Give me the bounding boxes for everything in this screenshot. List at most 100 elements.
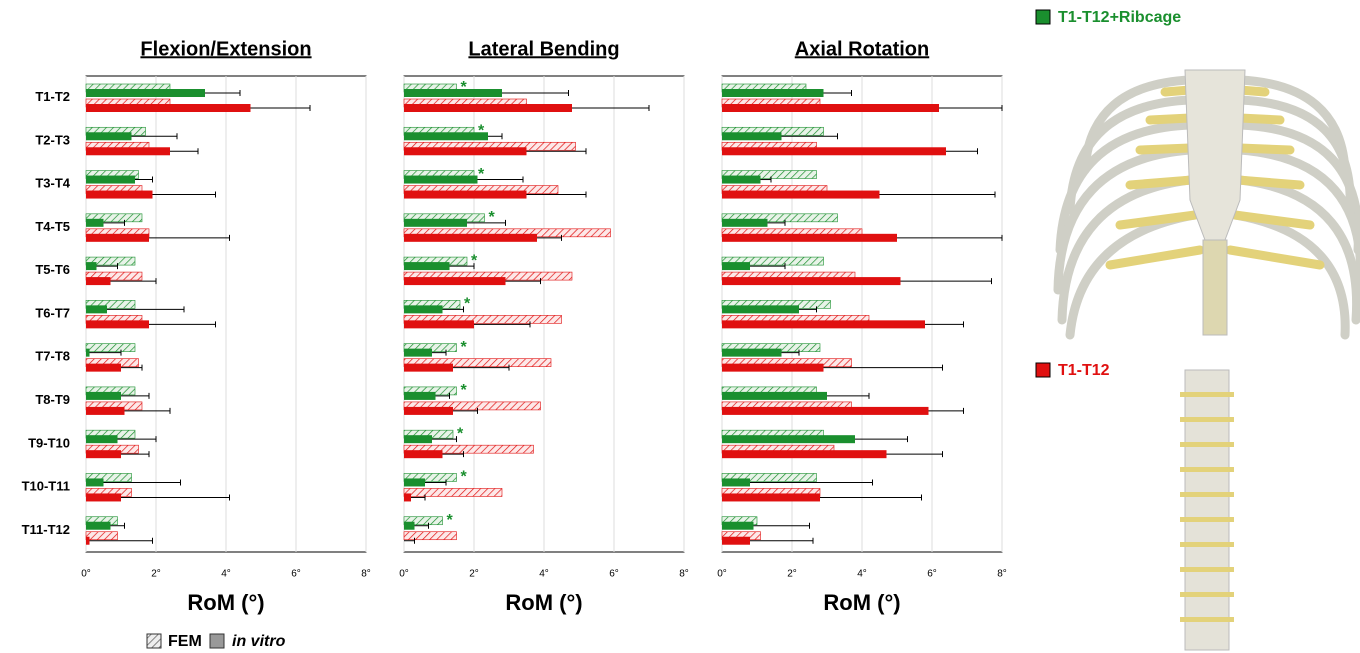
bar — [404, 522, 415, 530]
legend-swatch-fem — [147, 634, 161, 648]
bar — [722, 147, 946, 155]
bar — [86, 407, 125, 415]
x-axis-label: RoM (°) — [505, 590, 582, 615]
bar — [722, 104, 939, 112]
bar — [404, 392, 436, 400]
bar — [722, 305, 799, 313]
bar — [404, 89, 502, 97]
bar — [404, 191, 527, 199]
x-tick-label: 0° — [81, 569, 91, 580]
bar — [722, 537, 750, 545]
bar — [722, 262, 750, 270]
bar — [86, 219, 104, 227]
bar — [86, 344, 135, 352]
y-tick-label: T9-T10 — [28, 435, 70, 450]
bar — [404, 262, 450, 270]
x-tick-label: 4° — [221, 569, 231, 580]
bar — [86, 364, 121, 372]
bar — [722, 277, 901, 285]
x-tick-label: 8° — [997, 569, 1007, 580]
x-axis-label: RoM (°) — [823, 590, 900, 615]
panel-title: Axial Rotation — [795, 38, 929, 60]
bar — [722, 320, 925, 328]
significance-marker: * — [478, 166, 485, 183]
x-tick-label: 0° — [717, 569, 727, 580]
bar — [404, 147, 527, 155]
bar — [722, 191, 880, 199]
bar — [404, 320, 474, 328]
legend-invitro: in vitro — [232, 633, 286, 650]
y-tick-label: T8-T9 — [35, 392, 70, 407]
bar — [404, 407, 453, 415]
significance-marker: * — [489, 209, 496, 226]
bar — [86, 537, 90, 545]
y-tick-label: T1-T2 — [35, 89, 70, 104]
y-tick-label: T10-T11 — [22, 479, 70, 494]
bar — [404, 234, 537, 242]
bar — [86, 147, 170, 155]
bar — [722, 450, 887, 458]
y-tick-label: T7-T8 — [35, 349, 70, 364]
significance-marker: * — [461, 382, 468, 399]
bar — [86, 89, 205, 97]
bar — [86, 349, 90, 357]
bar — [722, 522, 754, 530]
bar — [404, 493, 411, 501]
significance-marker: * — [461, 339, 468, 356]
bar — [86, 176, 135, 184]
bar — [404, 478, 425, 486]
x-tick-label: 0° — [399, 569, 409, 580]
bar — [404, 364, 453, 372]
bar — [86, 532, 118, 540]
legend-ribcage: T1-T12+Ribcage — [1058, 9, 1181, 26]
x-tick-label: 6° — [291, 569, 301, 580]
bar — [722, 132, 782, 140]
x-tick-label: 4° — [857, 569, 867, 580]
bar — [722, 349, 782, 357]
bar — [86, 522, 111, 530]
bar — [86, 392, 121, 400]
y-tick-label: T3-T4 — [35, 176, 70, 191]
y-tick-label: T5-T6 — [35, 262, 70, 277]
x-tick-label: 8° — [679, 569, 689, 580]
bar — [86, 104, 251, 112]
bar — [404, 305, 443, 313]
legend-swatch-spine — [1036, 363, 1050, 377]
x-tick-label: 4° — [539, 569, 549, 580]
bar — [404, 104, 572, 112]
bar — [86, 132, 132, 140]
significance-marker: * — [471, 252, 478, 269]
y-tick-label: T2-T3 — [35, 132, 70, 147]
bar — [722, 219, 768, 227]
bar — [722, 392, 827, 400]
bar — [722, 478, 750, 486]
y-tick-label: T4-T5 — [35, 219, 70, 234]
bar — [86, 262, 97, 270]
bar — [722, 89, 824, 97]
figure: FEM in vitro T1-T12+Ribcage T1-T12 — [0, 0, 1360, 653]
x-tick-label: 2° — [787, 569, 797, 580]
significance-marker: * — [447, 512, 454, 529]
bar — [404, 219, 467, 227]
x-tick-label: 6° — [927, 569, 937, 580]
bar — [404, 349, 432, 357]
bar — [722, 435, 855, 443]
bar — [86, 305, 107, 313]
legend-fem: FEM — [168, 633, 202, 650]
legend-spine: T1-T12 — [1058, 362, 1110, 379]
x-axis-label: RoM (°) — [187, 590, 264, 615]
x-tick-label: 2° — [151, 569, 161, 580]
bar — [404, 532, 457, 540]
bar — [86, 191, 153, 199]
bar — [86, 450, 121, 458]
bar — [722, 407, 929, 415]
panel-title: Lateral Bending — [468, 38, 619, 60]
legend-swatch-ribcage — [1036, 10, 1050, 24]
bar — [86, 234, 149, 242]
bar — [404, 435, 432, 443]
bar — [86, 320, 149, 328]
x-tick-label: 8° — [361, 569, 371, 580]
legend-swatch-invitro — [210, 634, 224, 648]
bar — [404, 488, 502, 496]
significance-marker: * — [464, 296, 471, 313]
